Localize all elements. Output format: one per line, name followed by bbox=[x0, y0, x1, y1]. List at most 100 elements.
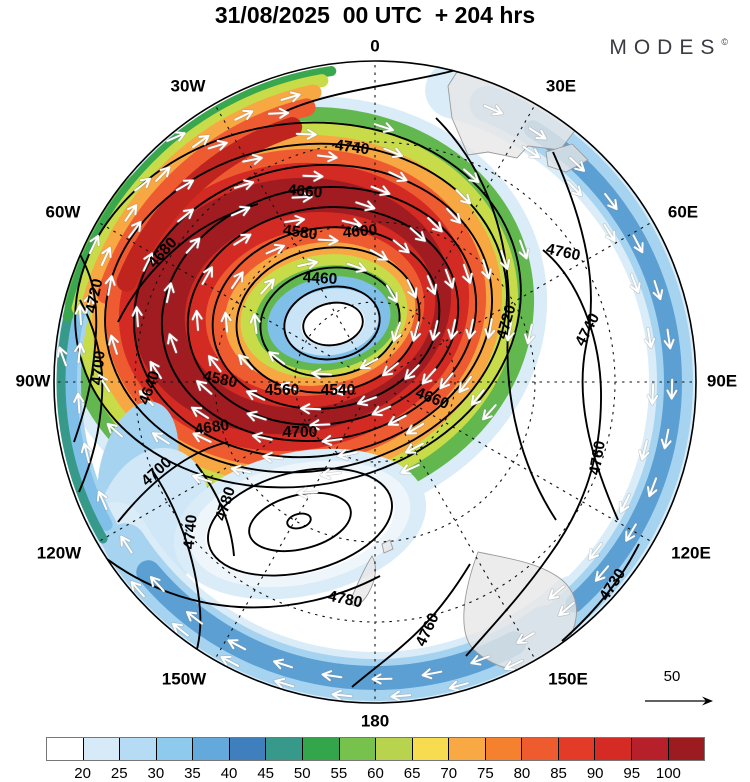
wind-arrow bbox=[96, 490, 108, 511]
wind-arrow bbox=[185, 611, 204, 625]
contour-label: 4540 bbox=[321, 382, 355, 399]
height-contour bbox=[302, 301, 364, 347]
wind-arrow bbox=[246, 389, 266, 401]
wind-arrow bbox=[108, 334, 119, 355]
colorbar-tick-label: 65 bbox=[403, 765, 421, 782]
colorbar-cell bbox=[192, 738, 229, 760]
contour-label: 4760 bbox=[586, 439, 609, 476]
wind-arrow bbox=[516, 632, 535, 644]
wind-arrow bbox=[331, 689, 353, 701]
height-contour bbox=[465, 249, 602, 657]
wind-arrow bbox=[260, 278, 275, 295]
colorbar-cell bbox=[411, 738, 449, 760]
wind-arrow bbox=[482, 404, 497, 421]
wind-arrow bbox=[385, 284, 398, 303]
wind-arrow bbox=[297, 487, 318, 499]
wind-arrow bbox=[149, 361, 162, 380]
meridian-line bbox=[214, 400, 365, 660]
wind-arrow bbox=[663, 328, 675, 350]
wind-arrow bbox=[177, 208, 195, 223]
wind-arrow bbox=[337, 449, 358, 460]
colorbar-tick-label: 70 bbox=[440, 765, 458, 782]
wind-arrow bbox=[320, 468, 342, 480]
wind-arrow bbox=[83, 293, 95, 314]
wind-arrow bbox=[233, 179, 255, 190]
wind-arrow bbox=[151, 432, 170, 445]
wind-arrow bbox=[392, 239, 410, 254]
wind-arrow bbox=[262, 451, 284, 463]
height-contour bbox=[195, 463, 235, 557]
wind-speed-band bbox=[301, 301, 365, 347]
meridian-line bbox=[385, 400, 536, 660]
wind-arrow bbox=[280, 91, 301, 103]
height-contour bbox=[248, 491, 352, 553]
colorbar-cell bbox=[265, 738, 302, 760]
wind-arrow bbox=[439, 372, 454, 390]
wind-arrow bbox=[371, 405, 392, 417]
wind-arrow bbox=[284, 215, 305, 226]
wind-speed-edge-band bbox=[62, 66, 337, 322]
wind-arrow bbox=[646, 477, 658, 498]
wind-arrow bbox=[124, 204, 138, 222]
height-contour bbox=[133, 163, 493, 459]
longitude-label: 90W bbox=[16, 371, 52, 390]
wind-speed-edge-band bbox=[56, 312, 108, 544]
meridian-line bbox=[393, 221, 653, 372]
wind-arrow bbox=[192, 473, 213, 484]
wind-arrow bbox=[619, 493, 631, 513]
wind-arrow bbox=[300, 403, 322, 415]
colorbar-cell bbox=[448, 738, 485, 760]
wind-arrow bbox=[120, 535, 133, 554]
colorbar-tick-label: 25 bbox=[110, 765, 128, 782]
contour-label: 4580 bbox=[201, 368, 238, 392]
wind-arrow bbox=[341, 218, 363, 229]
wind-arrow bbox=[207, 355, 222, 373]
colorbar-tick-label: 35 bbox=[184, 765, 201, 782]
copyright-mark: © bbox=[721, 37, 728, 47]
wind-arrow-layer bbox=[54, 90, 679, 703]
wind-arrow bbox=[481, 259, 492, 280]
wind-arrow bbox=[426, 275, 438, 295]
wind-arrow bbox=[302, 170, 324, 182]
contour-label: 4780 bbox=[326, 588, 363, 612]
wind-arrow bbox=[297, 258, 318, 270]
wind-arrow bbox=[230, 205, 251, 217]
colorbar-cells bbox=[46, 737, 705, 761]
wind-arrow bbox=[131, 306, 143, 328]
longitude-label: 150E bbox=[548, 669, 588, 688]
contour-label: 4680 bbox=[194, 417, 231, 439]
wind-arrow bbox=[54, 261, 62, 283]
wind-arrow bbox=[660, 428, 672, 450]
wind-arrow bbox=[427, 217, 443, 233]
colorbar-cell bbox=[228, 738, 266, 760]
wind-arrow bbox=[104, 275, 116, 296]
contour-label: 4720 bbox=[83, 277, 107, 314]
wind-arrow bbox=[56, 346, 68, 367]
longitude-label: 90E bbox=[707, 371, 737, 390]
wind-arrow bbox=[400, 464, 420, 475]
wind-arrow bbox=[357, 395, 377, 407]
contour-label: 4580 bbox=[282, 222, 319, 244]
colorbar-tick-label: 40 bbox=[220, 765, 238, 782]
geopotential-contour-layer bbox=[69, 69, 640, 688]
wind-arrow-shadow bbox=[54, 261, 63, 284]
wind-arrow bbox=[632, 234, 644, 254]
wind-arrow bbox=[149, 576, 165, 593]
wind-arrow bbox=[201, 266, 213, 285]
height-contour bbox=[74, 121, 522, 489]
wind-arrow bbox=[421, 668, 443, 680]
wind-arrow bbox=[503, 320, 515, 342]
wind-arrow bbox=[196, 380, 213, 395]
wind-arrow bbox=[548, 585, 565, 600]
wind-arrow bbox=[409, 227, 426, 242]
wind-arrow bbox=[387, 414, 407, 426]
wind-arrow bbox=[429, 320, 441, 341]
wind-arrow bbox=[230, 464, 252, 476]
wind-arrow bbox=[163, 282, 175, 303]
wind-arrow bbox=[138, 390, 154, 407]
colorbar-tick-label: 20 bbox=[74, 765, 91, 782]
height-contour bbox=[117, 441, 229, 523]
colorbar-tick-label: 55 bbox=[330, 765, 348, 782]
wind-arrow bbox=[355, 200, 376, 212]
